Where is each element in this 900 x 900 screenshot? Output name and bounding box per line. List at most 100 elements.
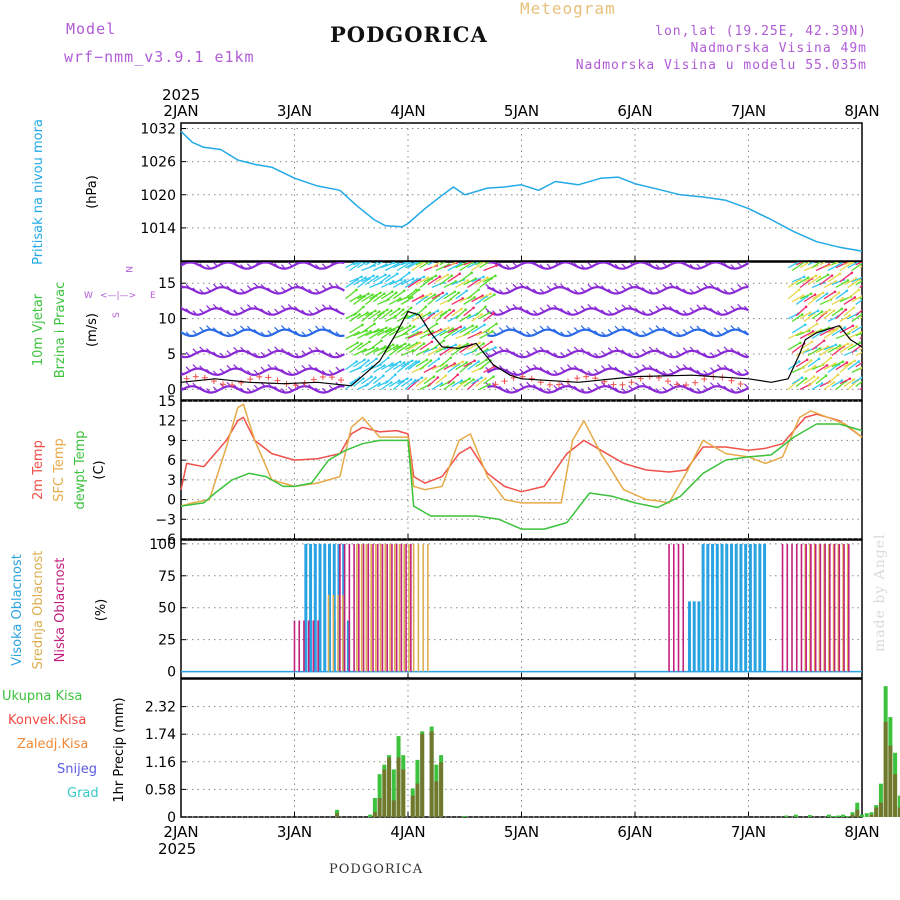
wind-arrow-head (470, 271, 473, 275)
wind-arrow (369, 329, 383, 339)
wind-barb (226, 331, 232, 337)
wind-barb (260, 351, 266, 357)
wind-barb (485, 283, 491, 289)
wind-barb (628, 370, 634, 375)
wind-barb (206, 325, 211, 331)
wind-barb (568, 262, 572, 265)
time-tick-label: 6JAN (617, 102, 652, 120)
wind-arrow-head (453, 290, 457, 294)
wind-arrow (365, 329, 379, 337)
wind-arrow (392, 380, 404, 390)
wind-barb (737, 326, 743, 332)
wind-arrow-head (490, 340, 493, 344)
wind-arrow-head (389, 256, 392, 259)
wind-arrow-head (495, 264, 498, 267)
wind-barb (716, 330, 722, 336)
wind-barb (655, 388, 661, 393)
wind-arrow (435, 311, 447, 322)
wind-arrow (831, 327, 846, 337)
wind-arrow (479, 330, 493, 340)
wind-arrow (807, 310, 819, 317)
wind-arrow-head (460, 379, 463, 382)
wind-arrow (807, 294, 820, 305)
wind-barb (655, 305, 661, 311)
wind-arrow (471, 377, 482, 385)
wind-arrow (396, 344, 410, 354)
wind-arrow-head (445, 364, 449, 367)
wind-arrow (411, 295, 424, 303)
wind-arrow-head (408, 262, 412, 264)
wind-arrow (365, 377, 376, 388)
wind-arrow-head (837, 291, 841, 294)
wind-barb (737, 303, 743, 309)
wind-barb (185, 381, 191, 387)
wind-arrow (345, 289, 357, 300)
wind-barb (246, 285, 252, 291)
wind-arrow-head (426, 276, 430, 279)
wind-arrow (357, 330, 371, 340)
wind-arrow-head (459, 325, 463, 329)
wind-arrow (439, 262, 446, 266)
wind-arrow-head (852, 378, 856, 381)
wind-arrow (369, 292, 381, 300)
wind-arrow (823, 291, 836, 300)
wind-arrow (811, 292, 824, 300)
wind-arrow (361, 323, 375, 334)
wind-arrow-head (379, 291, 382, 295)
temperature-series (180, 403, 863, 530)
wind-arrow (447, 326, 461, 334)
precip-bar-total (784, 815, 789, 817)
wind-arrow (803, 365, 816, 373)
wind-arrow (475, 348, 488, 356)
wind-arrow (847, 379, 859, 390)
wind-arrow (799, 360, 812, 371)
wind-arrow (463, 360, 475, 368)
wind-arrow-head (829, 356, 833, 360)
wind-arrow (423, 376, 435, 385)
wind-arrow-head (447, 326, 451, 330)
wind-barb (573, 327, 579, 332)
pressure-label: Pritisak na nivou mora (31, 119, 46, 265)
wind-arrow (396, 378, 408, 385)
wind-arrow-head (396, 344, 399, 347)
wind-arrow (807, 347, 821, 356)
temperature-ytick-label: 0 (167, 493, 176, 509)
wind-barb (328, 304, 334, 310)
wind-barb (723, 289, 729, 294)
wind-arrow-head (477, 288, 480, 292)
wind-arrow (431, 382, 443, 390)
wind-barb (308, 309, 314, 315)
wind-arrow (835, 380, 847, 390)
time-tick-label: 7JAN (731, 102, 766, 120)
wind-barb (308, 364, 314, 370)
wind-arrow (815, 311, 827, 322)
wind-arrow (459, 314, 470, 323)
wind-arrow-head (382, 374, 385, 378)
wind-barb (240, 264, 245, 269)
wind-barb (669, 352, 675, 358)
wind-barb (253, 384, 259, 390)
wind-arrow (847, 289, 860, 300)
wind-arrow (345, 278, 358, 289)
wind-ytick-label: 0 (167, 382, 176, 398)
wind-arrow-head (798, 341, 802, 345)
wind-barb (280, 368, 286, 374)
wind-barb-row (487, 285, 749, 295)
wind-barb (512, 303, 518, 309)
wind-barb (212, 304, 218, 309)
temperature-line (180, 423, 863, 530)
wind-arrow-head (472, 378, 475, 381)
wind-barb (675, 285, 681, 291)
time-tick-label: 3JAN (277, 102, 312, 120)
wind-arrow (451, 327, 466, 337)
wind-barb (607, 310, 613, 315)
wind-arrow (843, 296, 856, 306)
wind-arrow (423, 312, 435, 322)
wind-arrow-head (452, 381, 456, 384)
wind-compass: W E <—|—> N S (84, 266, 156, 318)
wind-barb (560, 283, 566, 289)
wind-arrow (384, 374, 396, 385)
wind-barb (274, 346, 280, 352)
wind-barb (573, 289, 579, 294)
wind-arrow (843, 360, 856, 368)
